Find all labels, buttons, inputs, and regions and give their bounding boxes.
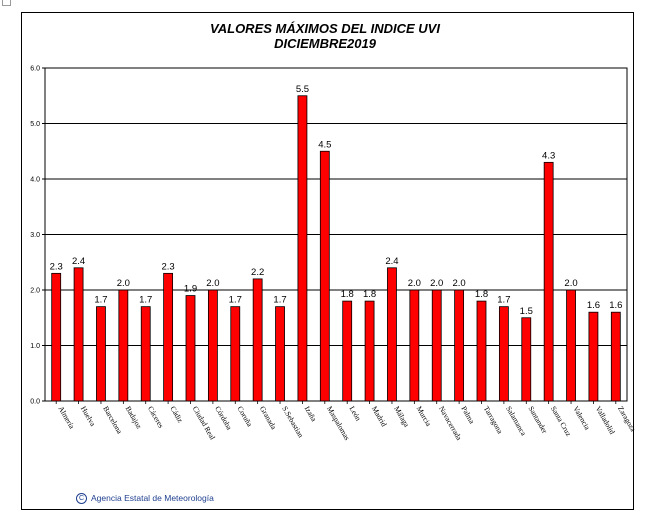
bar — [51, 272, 62, 402]
data-label: 2.3 — [162, 261, 175, 272]
data-label: 1.6 — [587, 300, 600, 311]
data-label: 2.4 — [385, 256, 398, 267]
category-label: Barcelona — [101, 405, 124, 436]
category-label: Izaña — [303, 405, 319, 424]
category-label: Santander — [527, 405, 550, 436]
bar — [454, 289, 465, 402]
bar — [364, 300, 375, 402]
y-tick-label: 5.0 — [30, 121, 40, 128]
category-label: Santa Cruz — [549, 405, 574, 439]
data-label: 1.7 — [229, 295, 242, 306]
category-label: Valladolid — [594, 405, 617, 436]
data-label: 1.6 — [609, 300, 622, 311]
data-label: 2.3 — [50, 261, 63, 272]
data-label: 2.0 — [430, 278, 443, 289]
data-label: 2.2 — [251, 267, 264, 278]
data-label: 1.7 — [139, 295, 152, 306]
category-label: Cáceres — [146, 405, 166, 430]
bar — [73, 267, 84, 402]
bar — [610, 311, 621, 402]
category-label: Maspalomas — [325, 405, 352, 442]
category-label: Zaragoza — [616, 405, 638, 434]
y-tick-label: 2.0 — [30, 288, 40, 295]
category-label: Tarragona — [482, 405, 505, 436]
category-label: S.Sebastian — [280, 405, 305, 440]
bar — [342, 300, 353, 402]
data-label: 2.0 — [564, 278, 577, 289]
category-label: Cádiz — [168, 405, 185, 425]
credit-text: Agencia Estatal de Meteorología — [91, 493, 214, 503]
data-label: 4.3 — [542, 150, 555, 161]
bar — [498, 306, 509, 402]
bar — [588, 311, 599, 402]
data-label: 1.7 — [273, 295, 286, 306]
bar — [409, 289, 420, 402]
category-label: Coruña — [236, 405, 255, 429]
data-label: 1.8 — [475, 289, 488, 300]
data-label: 2.0 — [408, 278, 421, 289]
data-label: 5.5 — [296, 84, 309, 95]
data-label: 4.5 — [318, 139, 331, 150]
category-label: León — [347, 405, 363, 423]
chart-title: VALORES MÁXIMOS DEL INDICE UVI — [210, 21, 440, 36]
category-label: Salamanca — [504, 405, 528, 438]
category-label: Murcia — [415, 405, 434, 429]
category-label: Valencia — [571, 405, 592, 432]
bar — [543, 161, 554, 402]
credit-line: C Agencia Estatal de Meteorología — [76, 493, 214, 505]
y-tick-label: 1.0 — [30, 343, 40, 350]
bar — [118, 289, 129, 402]
category-label: Málaga — [392, 405, 411, 430]
category-label: Córdoba — [213, 405, 234, 432]
bar — [230, 306, 241, 402]
bar — [319, 150, 330, 402]
data-label: 1.7 — [94, 295, 107, 306]
bar — [185, 295, 196, 402]
bar — [207, 289, 218, 402]
bar — [431, 289, 442, 402]
data-label: 1.5 — [520, 306, 533, 317]
bar — [387, 267, 397, 402]
bar — [275, 306, 285, 402]
corner-mark — [2, 0, 11, 6]
bar — [163, 272, 174, 402]
category-label: Huelva — [79, 405, 98, 429]
category-label: Granada — [258, 405, 279, 432]
data-label: 2.0 — [453, 278, 466, 289]
copyright-icon: C — [76, 493, 87, 505]
chart-subtitle: DICIEMBRE2019 — [274, 36, 376, 51]
bar — [140, 306, 151, 402]
data-label: 1.8 — [363, 289, 376, 300]
y-tick-label: 6.0 — [30, 66, 40, 73]
bar — [521, 317, 532, 402]
data-label: 2.4 — [72, 256, 85, 267]
y-tick-label: 0.0 — [30, 399, 40, 406]
y-tick-label: 4.0 — [30, 177, 40, 184]
category-label: Navacerrada — [437, 405, 464, 443]
data-label: 1.8 — [341, 289, 354, 300]
bar — [566, 289, 576, 402]
bar — [297, 95, 308, 402]
category-label: Palma — [459, 405, 477, 426]
category-label: Badajoz — [124, 405, 144, 431]
category-label: Ciudad Real — [191, 405, 217, 442]
category-label: Almería — [56, 405, 76, 431]
y-tick-label: 3.0 — [30, 232, 40, 239]
data-label: 1.9 — [184, 284, 197, 295]
data-label: 2.0 — [206, 278, 219, 289]
data-label: 2.0 — [117, 278, 130, 289]
data-label: 1.7 — [497, 295, 510, 306]
bar — [476, 300, 487, 402]
category-label: Madrid — [370, 405, 389, 429]
bar — [96, 306, 106, 402]
bar — [252, 278, 263, 402]
